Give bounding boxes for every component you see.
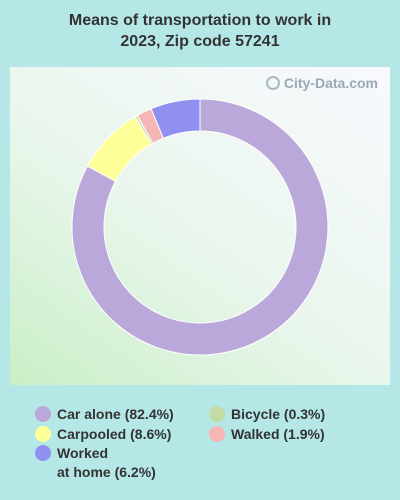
chart-title-line-2: 2023, Zip code 57241 — [120, 33, 280, 50]
chart-title: Means of transportation to work in 2023,… — [0, 10, 400, 52]
donut-slice-car-alone — [71, 98, 329, 356]
chart-title-line-1: Means of transportation to work in — [68, 12, 332, 29]
magnifier-icon — [265, 76, 280, 90]
watermark: City-Data.com — [265, 75, 378, 91]
watermark-text: City-Data.com — [283, 75, 378, 91]
donut-slice-worked-at-home — [150, 98, 201, 139]
